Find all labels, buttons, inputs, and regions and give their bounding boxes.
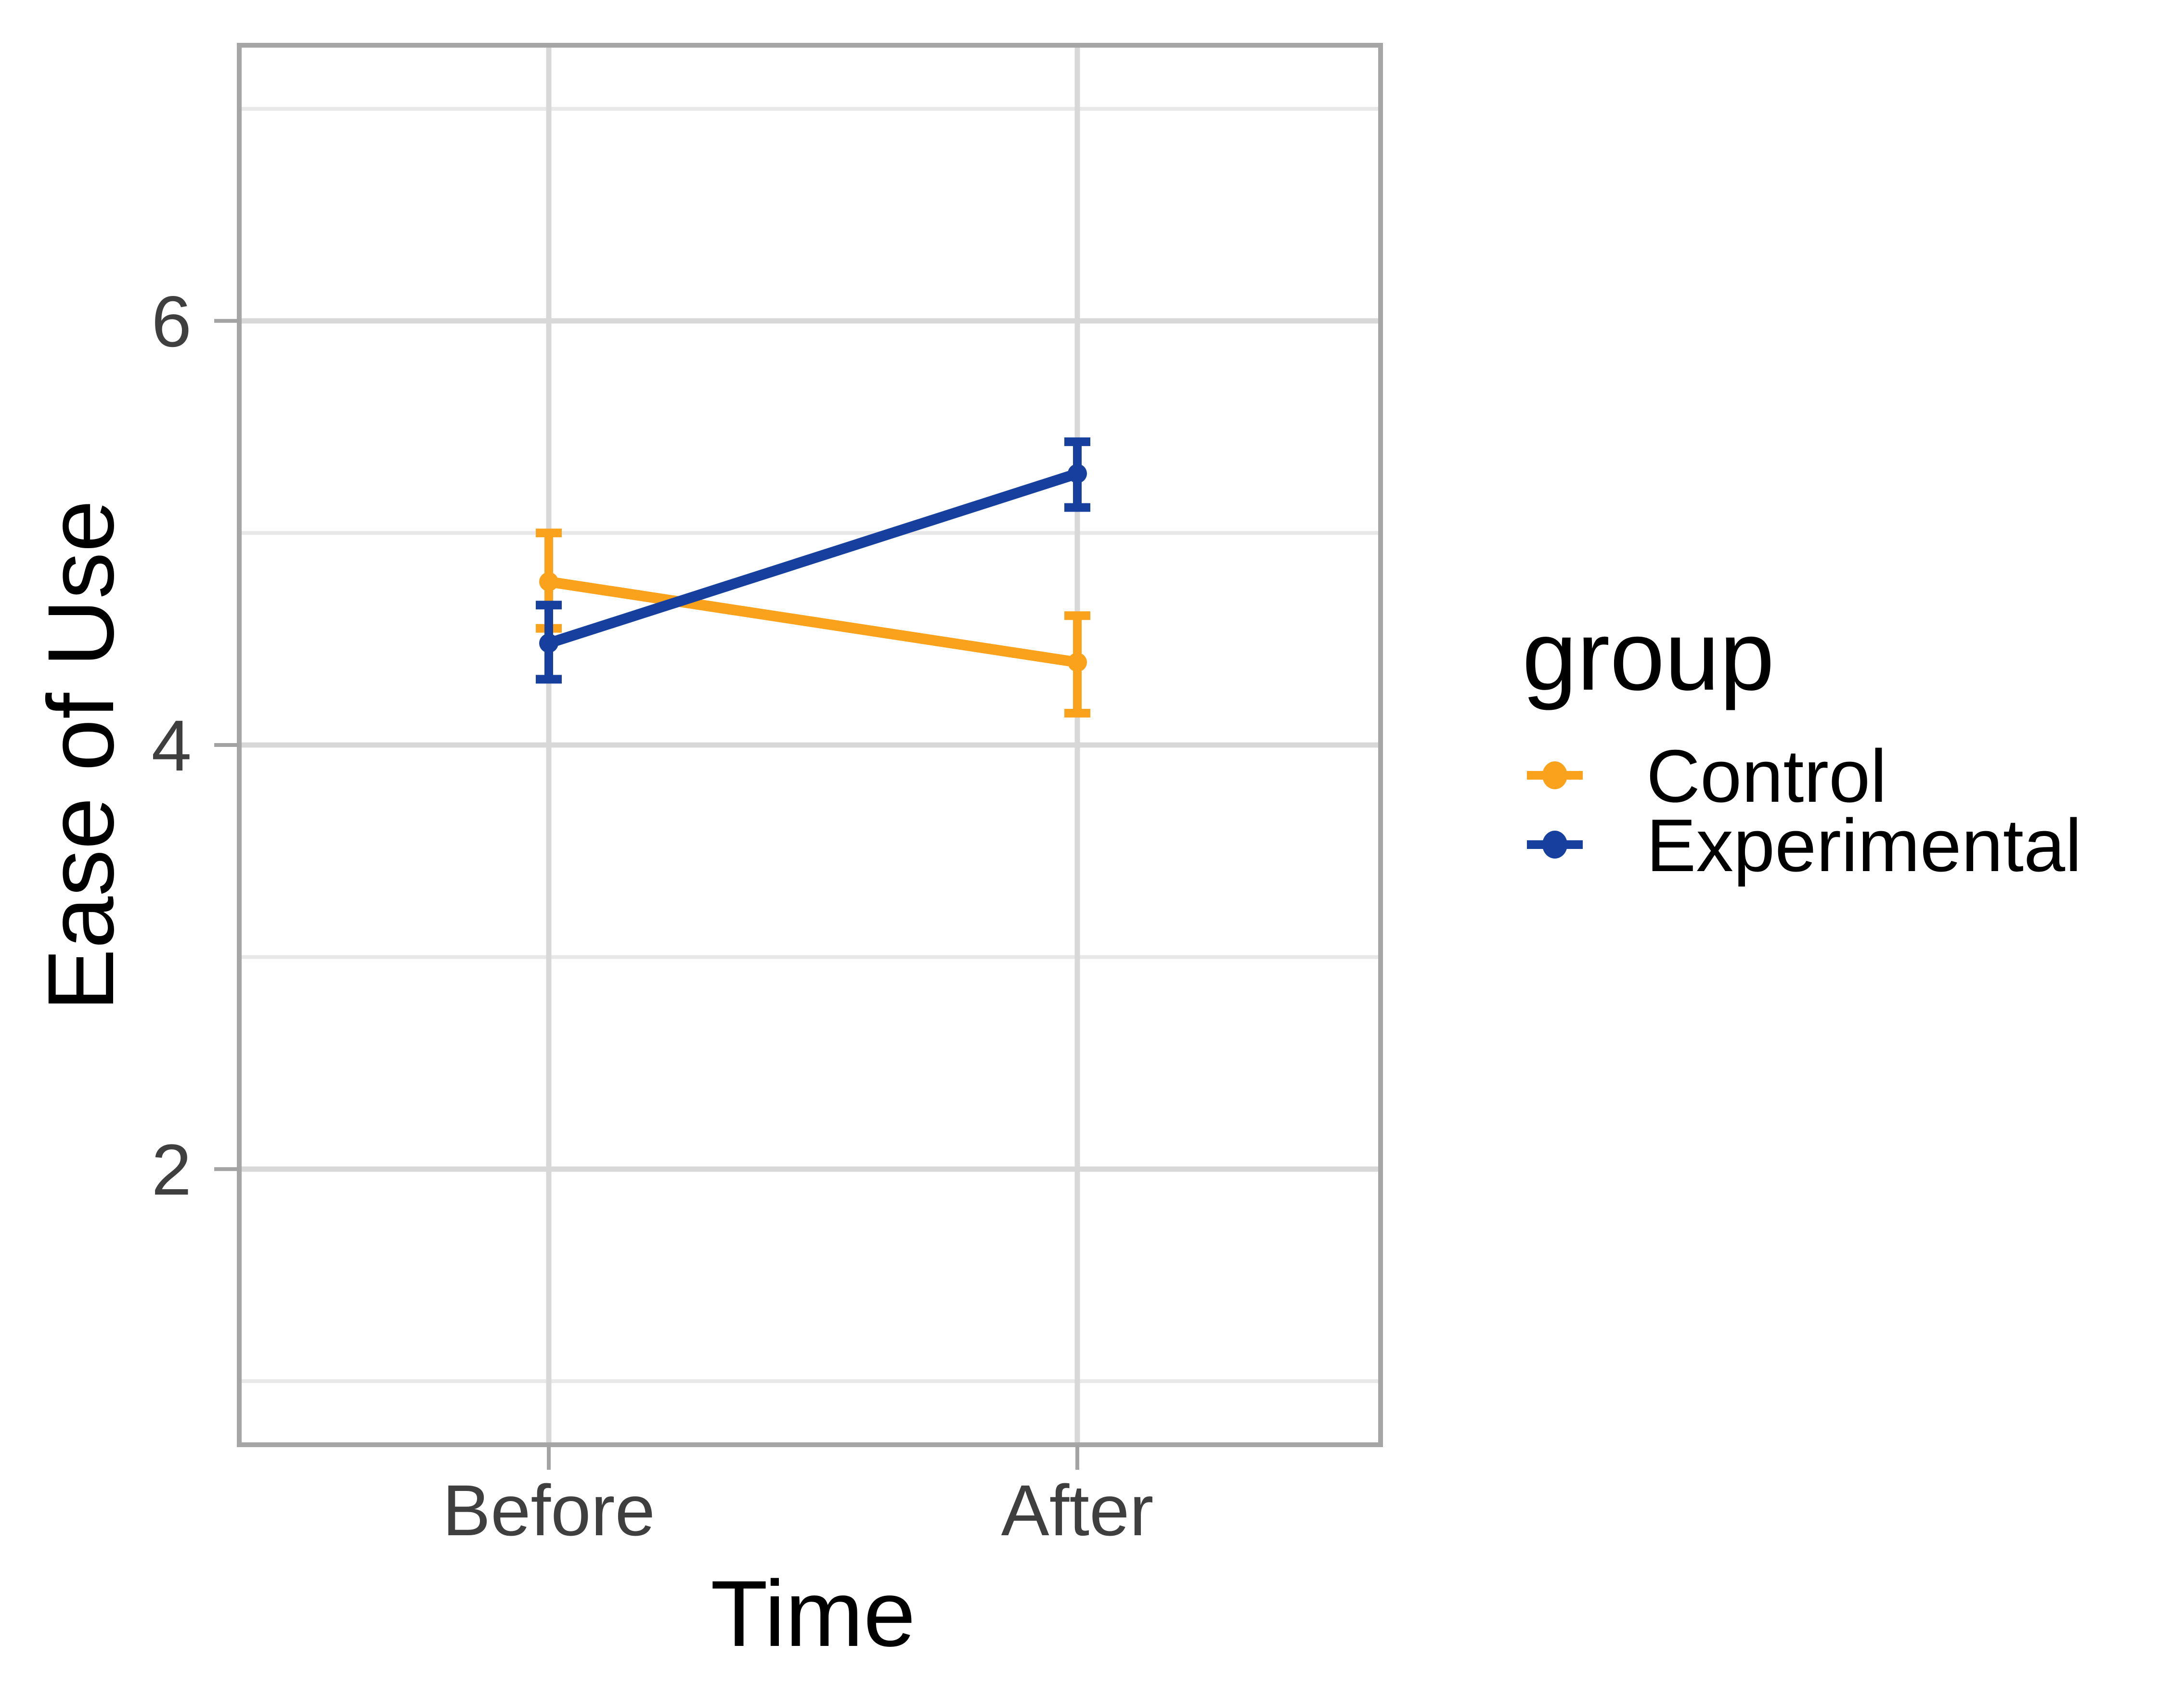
y-axis-title: Ease of Use — [28, 500, 133, 1011]
y-tick-label: 6 — [152, 281, 192, 362]
legend-label: Experimental — [1646, 804, 2082, 887]
x-tick-label: Before — [442, 1470, 655, 1551]
series-line-experimental — [547, 468, 1079, 648]
legend-title: group — [1522, 601, 1774, 711]
data-point-control — [539, 572, 559, 591]
data-point-experimental — [539, 633, 559, 653]
chart-panel-layers: 2 4 6 Before After — [152, 43, 1383, 1551]
legend-label: Control — [1646, 734, 1887, 818]
legend-key-point — [1542, 761, 1567, 789]
y-tick-label: 4 — [152, 705, 192, 786]
legend-key-point — [1542, 831, 1567, 859]
data-point-experimental — [1068, 464, 1087, 484]
series-line-control — [548, 576, 1078, 668]
y-tick-label: 2 — [152, 1129, 192, 1210]
x-axis-title: Time — [711, 1561, 916, 1666]
x-tick-label: After — [1001, 1470, 1154, 1551]
data-point-control — [1068, 653, 1087, 672]
